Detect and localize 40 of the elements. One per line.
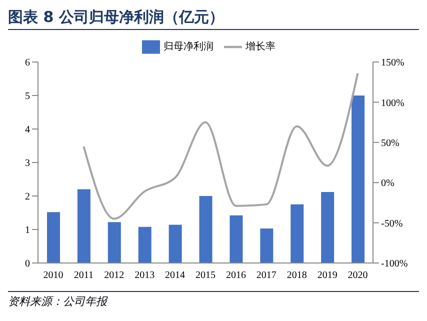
x-tick-label: 2015 [196, 270, 216, 282]
y-tick-label: 5 [25, 91, 30, 102]
bar [77, 189, 90, 263]
y2-tick-label: 50% [381, 138, 400, 149]
chart-title: 图表 8 公司归母净利润（亿元） [8, 8, 419, 30]
bar [138, 226, 152, 263]
x-tick-label: 2018 [286, 270, 307, 282]
x-tick-label: 2020 [348, 270, 368, 282]
y-tick-label: 4 [25, 124, 30, 136]
x-tick-label: 2019 [317, 270, 338, 282]
x-tick-label: 2017 [256, 270, 276, 282]
y2-tick-label: 100% [381, 98, 404, 109]
bar [260, 228, 274, 263]
x-tick-label: 2010 [43, 270, 64, 282]
legend-label: 增长率 [246, 42, 276, 53]
bar [168, 224, 182, 263]
bar [352, 96, 365, 263]
text: 资料来源：公司年报 [8, 291, 419, 309]
x-tick-label: 2012 [104, 270, 124, 282]
line-series [82, 72, 359, 220]
y-tick-label: 6 [25, 58, 30, 69]
y-tick-label: 2 [25, 192, 30, 203]
y-tick-label: 1 [25, 225, 30, 236]
legend-label: 归母净利润 [164, 42, 214, 53]
y-tick-label: 3 [25, 158, 30, 170]
bar [321, 192, 334, 263]
bar [290, 204, 304, 263]
y-tick-label: 0 [25, 258, 30, 270]
bar [230, 215, 243, 263]
bar [199, 196, 212, 263]
bar [47, 212, 60, 263]
x-tick-label: 2014 [165, 270, 186, 282]
x-tick-label: 2011 [74, 270, 94, 282]
y2-tick-label: -100% [381, 258, 408, 270]
y2-tick-label: -50% [381, 218, 403, 230]
x-tick-label: 2013 [134, 270, 155, 282]
bar [108, 222, 121, 263]
y2-tick-label: 0% [381, 178, 394, 190]
y2-tick-label: 150% [381, 58, 404, 69]
x-tick-label: 2016 [226, 270, 246, 282]
